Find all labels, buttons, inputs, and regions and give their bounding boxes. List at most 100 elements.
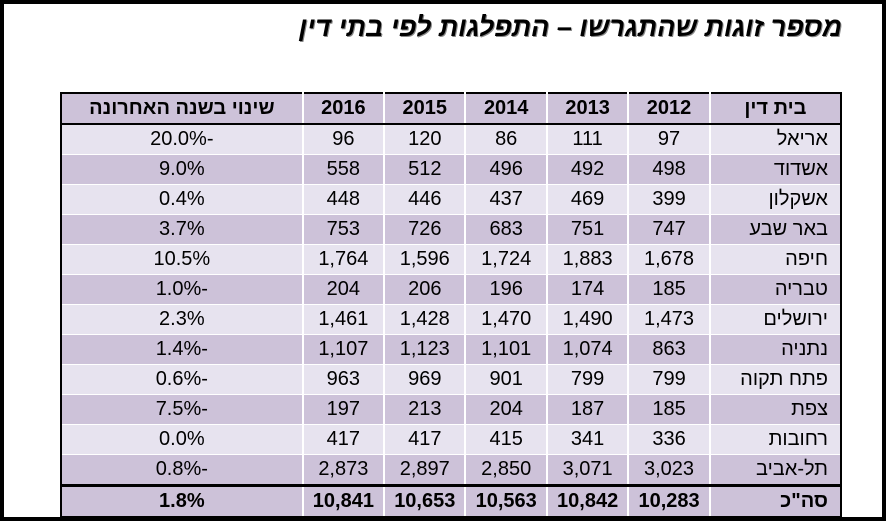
- table-cell: 492: [545, 154, 630, 185]
- table-cell: 417: [383, 424, 467, 455]
- table-cell: 558: [301, 154, 386, 185]
- table-cell: 1,470: [464, 304, 548, 335]
- column-header: 2013: [545, 92, 630, 125]
- table-cell: 120: [383, 124, 467, 155]
- table-cell: -0.8%: [60, 454, 304, 486]
- court-name: רחובות: [708, 424, 843, 455]
- table-cell: 336: [627, 424, 711, 455]
- table-cell: 96: [301, 124, 386, 155]
- court-name: אשדוד: [708, 154, 843, 185]
- court-name: צפת: [708, 394, 843, 425]
- table-cell: 753: [301, 214, 386, 245]
- total-cell: 10,283: [627, 484, 711, 519]
- table-cell: 747: [627, 214, 711, 245]
- column-header: בית דין: [708, 92, 843, 125]
- table-cell: 751: [545, 214, 630, 245]
- table-cell: -20.0%: [60, 124, 304, 155]
- table-cell: 1,074: [545, 334, 630, 365]
- table-cell: 1,107: [301, 334, 386, 365]
- table-cell: 3,071: [545, 454, 630, 486]
- table-row: באר שבע 747 751 683 726 753 3.7%: [60, 214, 843, 245]
- table-row: חיפה 1,678 1,883 1,724 1,596 1,764 10.5%: [60, 244, 843, 275]
- total-cell: 10,842: [545, 484, 630, 519]
- total-row: סה"כ 10,283 10,842 10,563 10,653 10,841 1.8%: [60, 484, 843, 519]
- table-cell: 1,101: [464, 334, 548, 365]
- table-cell: 204: [464, 394, 548, 425]
- column-header: 2016: [301, 92, 386, 125]
- table-cell: 1,764: [301, 244, 386, 275]
- header-row: בית דין 2012 2013 2014 2015 2016 שינוי בשנה הא…: [60, 92, 843, 125]
- table-cell: 86: [464, 124, 548, 155]
- table-cell: 2.3%: [60, 304, 304, 335]
- table-cell: 97: [627, 124, 711, 155]
- total-label: סה"כ: [708, 484, 843, 519]
- table-cell: 185: [627, 394, 711, 425]
- table-cell: 863: [627, 334, 711, 365]
- table-cell: 448: [301, 184, 386, 215]
- court-name: חיפה: [708, 244, 843, 275]
- table-cell: 1,883: [545, 244, 630, 275]
- table-cell: 1,596: [383, 244, 467, 275]
- column-header: 2012: [627, 92, 711, 125]
- table-cell: 726: [383, 214, 467, 245]
- table-row: רחובות 336 341 415 417 417 0.0%: [60, 424, 843, 455]
- table-cell: 1,678: [627, 244, 711, 275]
- table-cell: 2,850: [464, 454, 548, 486]
- table-cell: 196: [464, 274, 548, 305]
- table-cell: -7.5%: [60, 394, 304, 425]
- column-header: שינוי בשנה האחרונה: [60, 92, 304, 125]
- table-row: אריאל 97 111 86 120 96 -20.0%: [60, 124, 843, 155]
- table-cell: 1,490: [545, 304, 630, 335]
- table-row: צפת 185 187 204 213 197 -7.5%: [60, 394, 843, 425]
- table-cell: 1,428: [383, 304, 467, 335]
- court-name: ירושלים: [708, 304, 843, 335]
- table-cell: 341: [545, 424, 630, 455]
- table-cell: 187: [545, 394, 630, 425]
- table-cell: 683: [464, 214, 548, 245]
- table-row: אשקלון 399 469 437 446 448 0.4%: [60, 184, 843, 215]
- column-header: 2015: [383, 92, 467, 125]
- court-name: פתח תקוה: [708, 364, 843, 395]
- court-name: אריאל: [708, 124, 843, 155]
- page-title: מספר זוגות שהתגרשו – התפלגות לפי בתי דין: [298, 12, 842, 42]
- table-cell: 399: [627, 184, 711, 215]
- table-cell: -1.0%: [60, 274, 304, 305]
- table-cell: 901: [464, 364, 548, 395]
- table-cell: 1,724: [464, 244, 548, 275]
- table-cell: 498: [627, 154, 711, 185]
- table-cell: 437: [464, 184, 548, 215]
- table-cell: 446: [383, 184, 467, 215]
- table-cell: 213: [383, 394, 467, 425]
- table-row: נתניה 863 1,074 1,101 1,123 1,107 -1.4%: [60, 334, 843, 365]
- table-cell: 799: [627, 364, 711, 395]
- table-cell: 415: [464, 424, 548, 455]
- table-row: אשדוד 498 492 496 512 558 9.0%: [60, 154, 843, 185]
- table-cell: 1,461: [301, 304, 386, 335]
- table-row: פתח תקוה 799 799 901 969 963 -0.6%: [60, 364, 843, 395]
- table-cell: 9.0%: [60, 154, 304, 185]
- table-cell: 1,473: [627, 304, 711, 335]
- total-cell: 10,841: [301, 484, 386, 519]
- column-header: 2014: [464, 92, 548, 125]
- table-cell: 10.5%: [60, 244, 304, 275]
- table-row: ירושלים 1,473 1,490 1,470 1,428 1,461 2.3%: [60, 304, 843, 335]
- table-cell: 496: [464, 154, 548, 185]
- total-cell: 10,563: [464, 484, 548, 519]
- table-cell: 417: [301, 424, 386, 455]
- table-cell: -0.6%: [60, 364, 304, 395]
- table-cell: 0.0%: [60, 424, 304, 455]
- table-cell: 1,123: [383, 334, 467, 365]
- table-cell: 174: [545, 274, 630, 305]
- table-cell: 185: [627, 274, 711, 305]
- table-cell: 197: [301, 394, 386, 425]
- table-cell: 2,897: [383, 454, 467, 486]
- table-cell: 2,873: [301, 454, 386, 486]
- table-cell: 3.7%: [60, 214, 304, 245]
- table-cell: 111: [545, 124, 630, 155]
- table-cell: 799: [545, 364, 630, 395]
- table-cell: 206: [383, 274, 467, 305]
- table-cell: 963: [301, 364, 386, 395]
- table-cell: 469: [545, 184, 630, 215]
- table-cell: 512: [383, 154, 467, 185]
